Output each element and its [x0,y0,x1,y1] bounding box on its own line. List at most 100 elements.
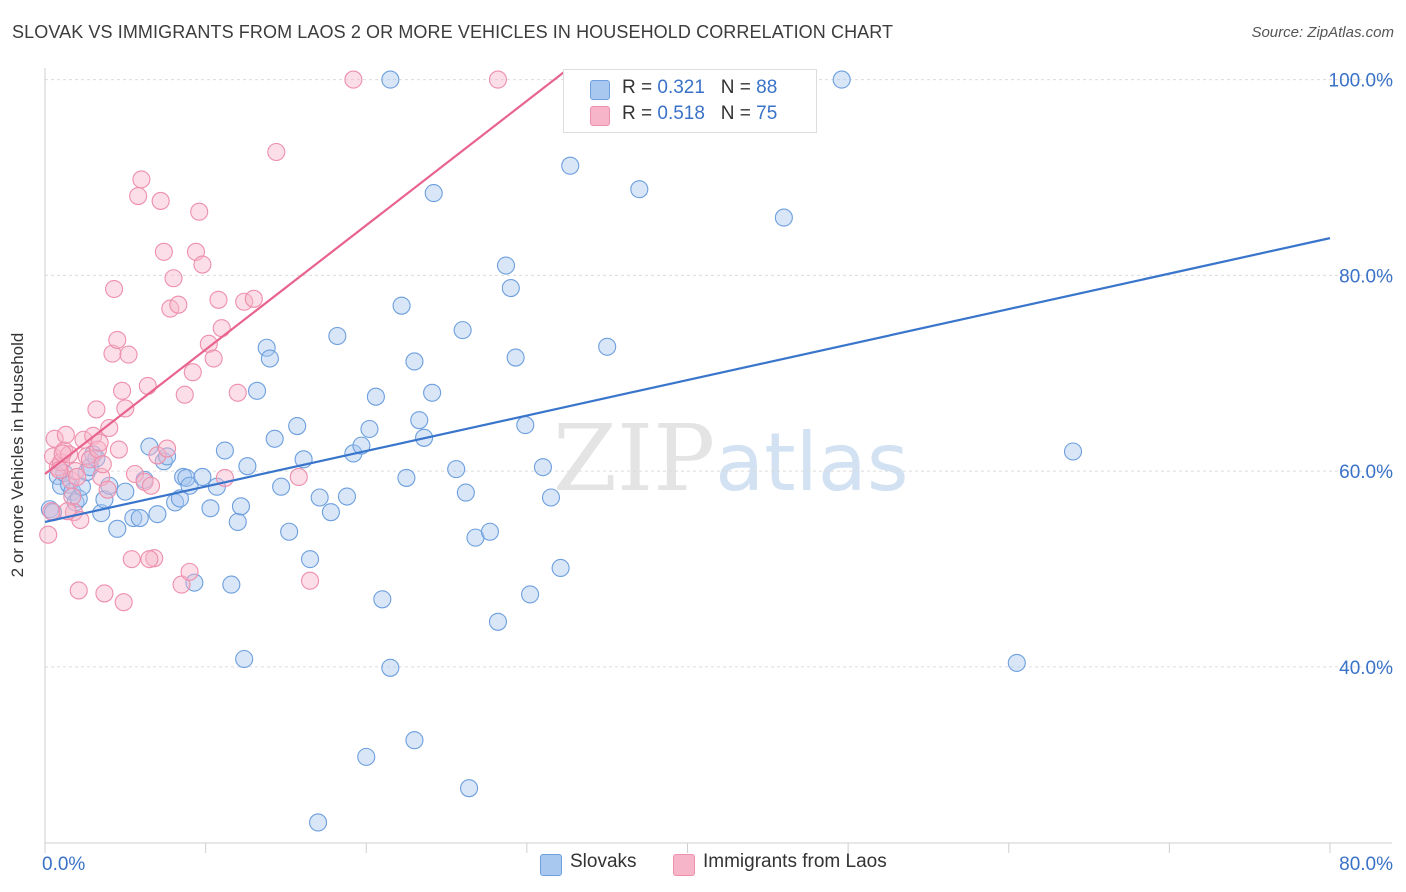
point-laos-7 [56,425,75,444]
point-slovaks-59 [392,296,411,315]
point-slovaks-86 [357,747,376,766]
chart-title: SLOVAK VS IMMIGRANTS FROM LAOS 2 OR MORE… [12,22,894,42]
point-slovaks-56 [366,387,385,406]
point-laos-57 [209,290,228,309]
point-slovaks-76 [521,585,540,604]
legend-n-value-laos: 75 [756,103,778,124]
y-tick-label-80: 80.0% [1339,266,1393,287]
point-slovaks-77 [533,458,552,477]
point-slovaks-67 [453,321,472,340]
point-laos-24 [98,480,117,499]
point-slovaks-52 [337,487,357,506]
legend-n-label: N = [720,77,757,98]
point-slovaks-71 [488,612,508,631]
point-slovaks-45 [280,522,299,541]
point-slovaks-37 [228,512,247,532]
point-slovaks-25 [158,447,177,466]
correlation-legend: R = 0.321 N = 88 R = 0.518 N = 75 [563,69,817,133]
point-slovaks-81 [598,337,617,356]
point-slovaks-43 [265,429,284,448]
point-slovaks-40 [247,381,267,400]
point-laos-49 [175,385,194,404]
point-slovaks-17 [108,519,127,538]
point-slovaks-72 [496,256,516,275]
point-laos-44 [158,439,177,458]
point-slovaks-62 [410,411,429,430]
bottom-legend-swatch-laos [673,854,695,876]
point-slovaks-18 [116,482,135,501]
point-laos-38 [138,376,157,395]
point-laos-51 [183,363,202,382]
point-slovaks-93 [405,731,424,750]
point-slovaks-60 [397,468,416,487]
legend-n-value-slovaks: 88 [756,77,778,98]
point-slovaks-74 [506,348,525,367]
point-slovaks-32 [193,467,212,486]
legend-r-value-slovaks: 0.321 [657,77,705,98]
point-slovaks-85 [1063,442,1083,461]
point-laos-26 [103,344,122,363]
point-laos-25 [100,418,119,438]
legend-swatch-laos [590,106,610,126]
trendline-laos [44,68,568,475]
legend-r-label: R = [622,77,658,98]
point-slovaks-50 [321,503,340,522]
point-laos-32 [119,345,138,364]
point-laos-29 [109,440,128,459]
point-slovaks-57 [373,590,392,609]
point-slovaks-33 [201,499,220,518]
point-laos-27 [105,279,124,299]
watermark: ZIPatlas [553,405,909,512]
point-laos-3 [45,429,64,448]
point-laos-23 [95,584,114,603]
point-slovaks-44 [272,477,291,496]
point-laos-67 [488,70,508,89]
point-slovaks-70 [480,522,499,541]
point-slovaks-65 [424,184,443,203]
point-slovaks-91 [832,70,851,89]
point-slovaks-58 [381,658,400,677]
point-laos-55 [199,334,218,353]
point-slovaks-73 [501,278,520,298]
point-laos-36 [132,170,151,189]
point-slovaks-54 [352,436,371,455]
point-slovaks-61 [405,352,424,371]
point-laos-35 [129,186,148,206]
point-laos-56 [204,349,223,368]
point-laos-13 [69,581,88,600]
point-slovaks-23 [148,505,167,524]
point-laos-41 [148,446,167,465]
point-laos-47 [169,295,188,314]
point-laos-22 [93,455,112,474]
legend-swatch-slovaks [590,80,610,100]
point-slovaks-90 [381,70,400,89]
bottom-legend-label-slovaks: Slovaks [570,851,637,872]
point-laos-10 [63,487,82,506]
point-laos-72 [140,550,159,569]
legend-r-label: R = [622,103,658,124]
point-slovaks-75 [516,416,535,435]
point-slovaks-20 [130,509,149,528]
point-laos-0 [39,525,58,544]
point-laos-33 [122,550,141,569]
point-slovaks-49 [310,488,329,507]
point-slovaks-35 [215,441,234,460]
point-slovaks-42 [260,349,279,368]
point-slovaks-8 [69,489,88,508]
point-slovaks-78 [541,488,561,507]
y-tick-label-40: 40.0% [1339,658,1393,679]
point-slovaks-6 [63,482,82,501]
y-axis-label: 2 or more Vehicles in Household [8,332,27,578]
point-slovaks-68 [456,483,475,502]
point-laos-69 [68,467,87,486]
point-slovaks-19 [124,509,143,528]
point-laos-4 [48,458,67,477]
point-laos-54 [193,255,212,274]
point-slovaks-48 [300,550,320,569]
bottom-legend-label-laos: Immigrants from Laos [703,851,887,872]
point-laos-48 [172,575,191,594]
point-laos-66 [344,70,363,89]
watermark-zip: ZIP [553,405,716,512]
point-slovaks-87 [459,779,479,798]
